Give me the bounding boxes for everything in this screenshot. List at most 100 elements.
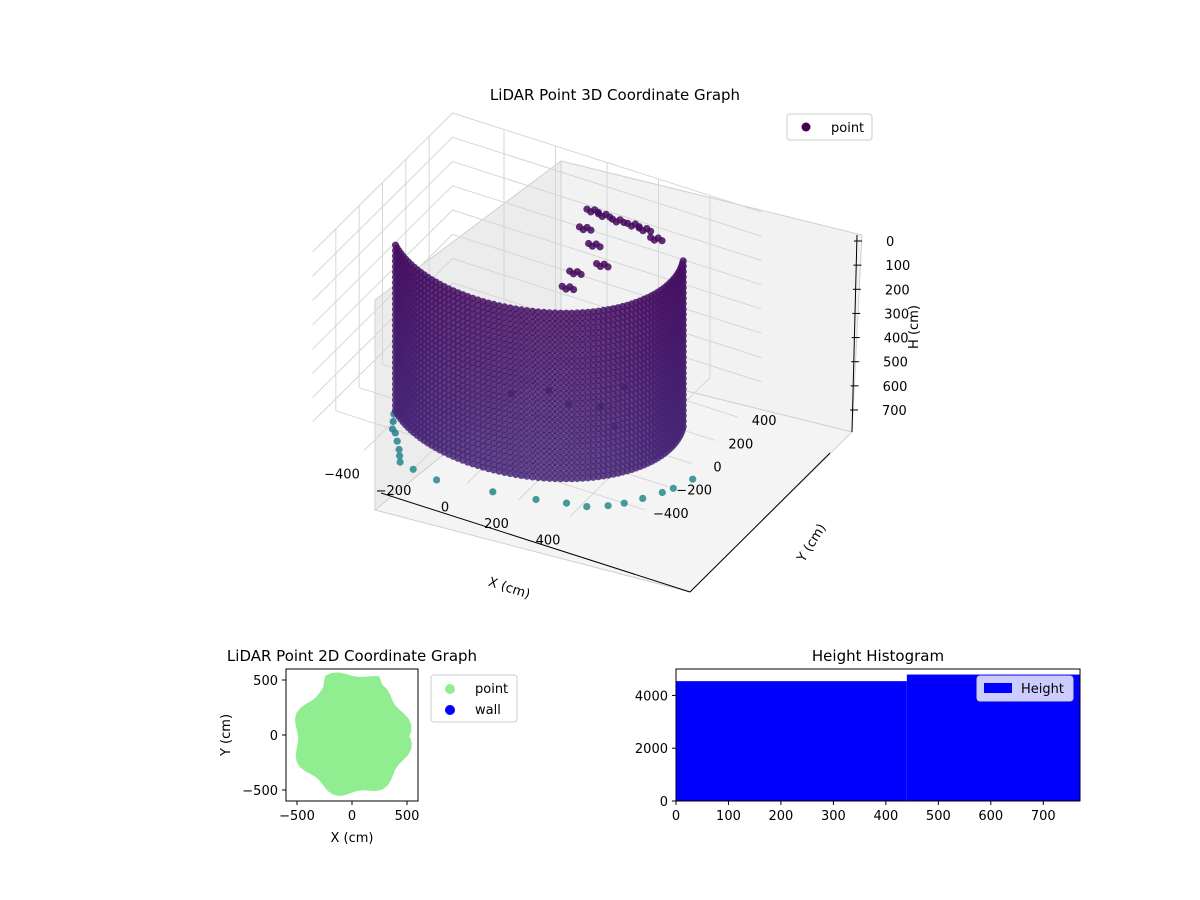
- data-point-3d: [568, 464, 576, 472]
- data-point-3d: [490, 338, 498, 346]
- data-point-3d: [620, 499, 628, 507]
- data-point-3d: [529, 473, 537, 481]
- data-point-3d: [573, 336, 581, 344]
- data-point-3d: [506, 325, 514, 333]
- data-point-3d: [506, 464, 514, 472]
- data-point-3d: [562, 395, 570, 403]
- data-point-3d: [551, 474, 559, 483]
- data-point-3d: [545, 351, 554, 360]
- grid-line-z: [312, 209, 762, 350]
- data-point-3d: [594, 403, 603, 411]
- data-point-3d: [545, 464, 554, 472]
- data-point-3d: [512, 316, 520, 324]
- data-point-3d: [573, 330, 581, 338]
- data-point-3d: [512, 412, 520, 420]
- data-point-3d: [501, 324, 509, 332]
- data-point-3d: [506, 320, 514, 328]
- data-point-3d: [584, 394, 592, 402]
- data-point-3d: [517, 317, 525, 325]
- data-point-3d: [584, 383, 592, 391]
- data-point-3d: [573, 432, 581, 440]
- data-point-3d: [501, 447, 509, 455]
- grid-line-z: [312, 160, 762, 301]
- y-tick-label-2d: −500: [242, 784, 278, 799]
- data-point-3d: [391, 429, 399, 437]
- data-point-3d: [529, 430, 537, 438]
- data-point-3d: [551, 432, 559, 440]
- data-point-3d: [534, 340, 542, 348]
- data-point-3d: [589, 441, 597, 449]
- data-point-3d: [568, 469, 576, 477]
- data-point-3d: [495, 435, 503, 443]
- data-point-3d: [501, 426, 509, 434]
- data-point-3d: [534, 383, 542, 391]
- data-point-3d: [545, 421, 554, 429]
- data-point-3d: [490, 316, 498, 325]
- data-point-3d: [495, 446, 503, 454]
- data-point-3d: [589, 377, 597, 385]
- data-point-3d: [568, 379, 576, 387]
- data-point-3d: [523, 339, 531, 347]
- data-point-3d: [584, 367, 592, 375]
- data-point-3d: [589, 334, 597, 343]
- data-point-3d: [584, 426, 592, 434]
- data-point-3d: [589, 425, 597, 433]
- data-point-3d: [534, 473, 542, 482]
- data-point-3d: [523, 376, 531, 384]
- data-point-3d: [551, 453, 559, 461]
- data-point-3d: [540, 442, 548, 450]
- data-point-3d: [568, 325, 576, 333]
- data-point-3d: [568, 443, 576, 451]
- data-point-3d: [573, 389, 581, 397]
- data-point-3d: [589, 473, 597, 481]
- data-point-3d: [529, 323, 537, 331]
- data-point-3d: [512, 358, 520, 366]
- data-point-3d: [540, 404, 548, 413]
- data-point-3d: [551, 469, 559, 477]
- data-point-3d: [562, 459, 570, 467]
- data-point-3d: [534, 313, 542, 321]
- data-point-3d: [517, 311, 525, 319]
- data-point-3d: [594, 355, 603, 363]
- data-point-3d: [584, 447, 592, 455]
- data-point-3d: [573, 357, 581, 365]
- legend-hist-box: [976, 675, 1074, 702]
- data-point-3d: [594, 334, 603, 342]
- data-point-3d: [506, 405, 514, 414]
- data-point-3d: [562, 475, 570, 483]
- data-point-3d: [523, 355, 531, 363]
- data-point-3d: [557, 330, 565, 339]
- data-point-3d: [529, 366, 537, 374]
- y-ticks-3d: −400 −2000 200 400: [653, 414, 777, 522]
- data-point-3d: [490, 461, 498, 469]
- data-point-3d: [490, 418, 498, 426]
- data-point-3d: [557, 352, 565, 360]
- data-point-3d: [584, 340, 592, 348]
- data-point-3d: [506, 315, 514, 323]
- data-point-3d: [523, 456, 531, 464]
- data-point-3d: [490, 364, 498, 373]
- data-point-3d: [534, 409, 542, 417]
- data-point-3d: [495, 323, 503, 331]
- data-point-3d: [584, 410, 592, 418]
- data-point-3d: [579, 357, 587, 365]
- data-point-3d: [573, 362, 581, 370]
- data-point-3d: [579, 319, 587, 327]
- data-point-3d: [517, 306, 525, 314]
- data-point-3d: [594, 377, 603, 385]
- data-point-3d: [557, 416, 565, 424]
- data-point-3d: [529, 393, 537, 401]
- data-point-3d: [573, 464, 581, 472]
- data-point-3d: [557, 427, 565, 435]
- data-point-3d: [562, 400, 570, 408]
- legend-hist-swatch: [984, 683, 1012, 693]
- y-tick-label-2d: 0: [270, 729, 278, 744]
- data-point-3d: [529, 350, 537, 358]
- data-point-3d: [540, 458, 548, 466]
- data-point-3d: [562, 336, 570, 344]
- data-point-3d: [584, 452, 592, 460]
- data-point-3d: [540, 330, 548, 338]
- histogram: Height Histogram 0 100 200 300 400 500 600 7000…: [635, 647, 1081, 824]
- data-point-3d: [573, 437, 581, 445]
- data-point-3d: [589, 393, 597, 401]
